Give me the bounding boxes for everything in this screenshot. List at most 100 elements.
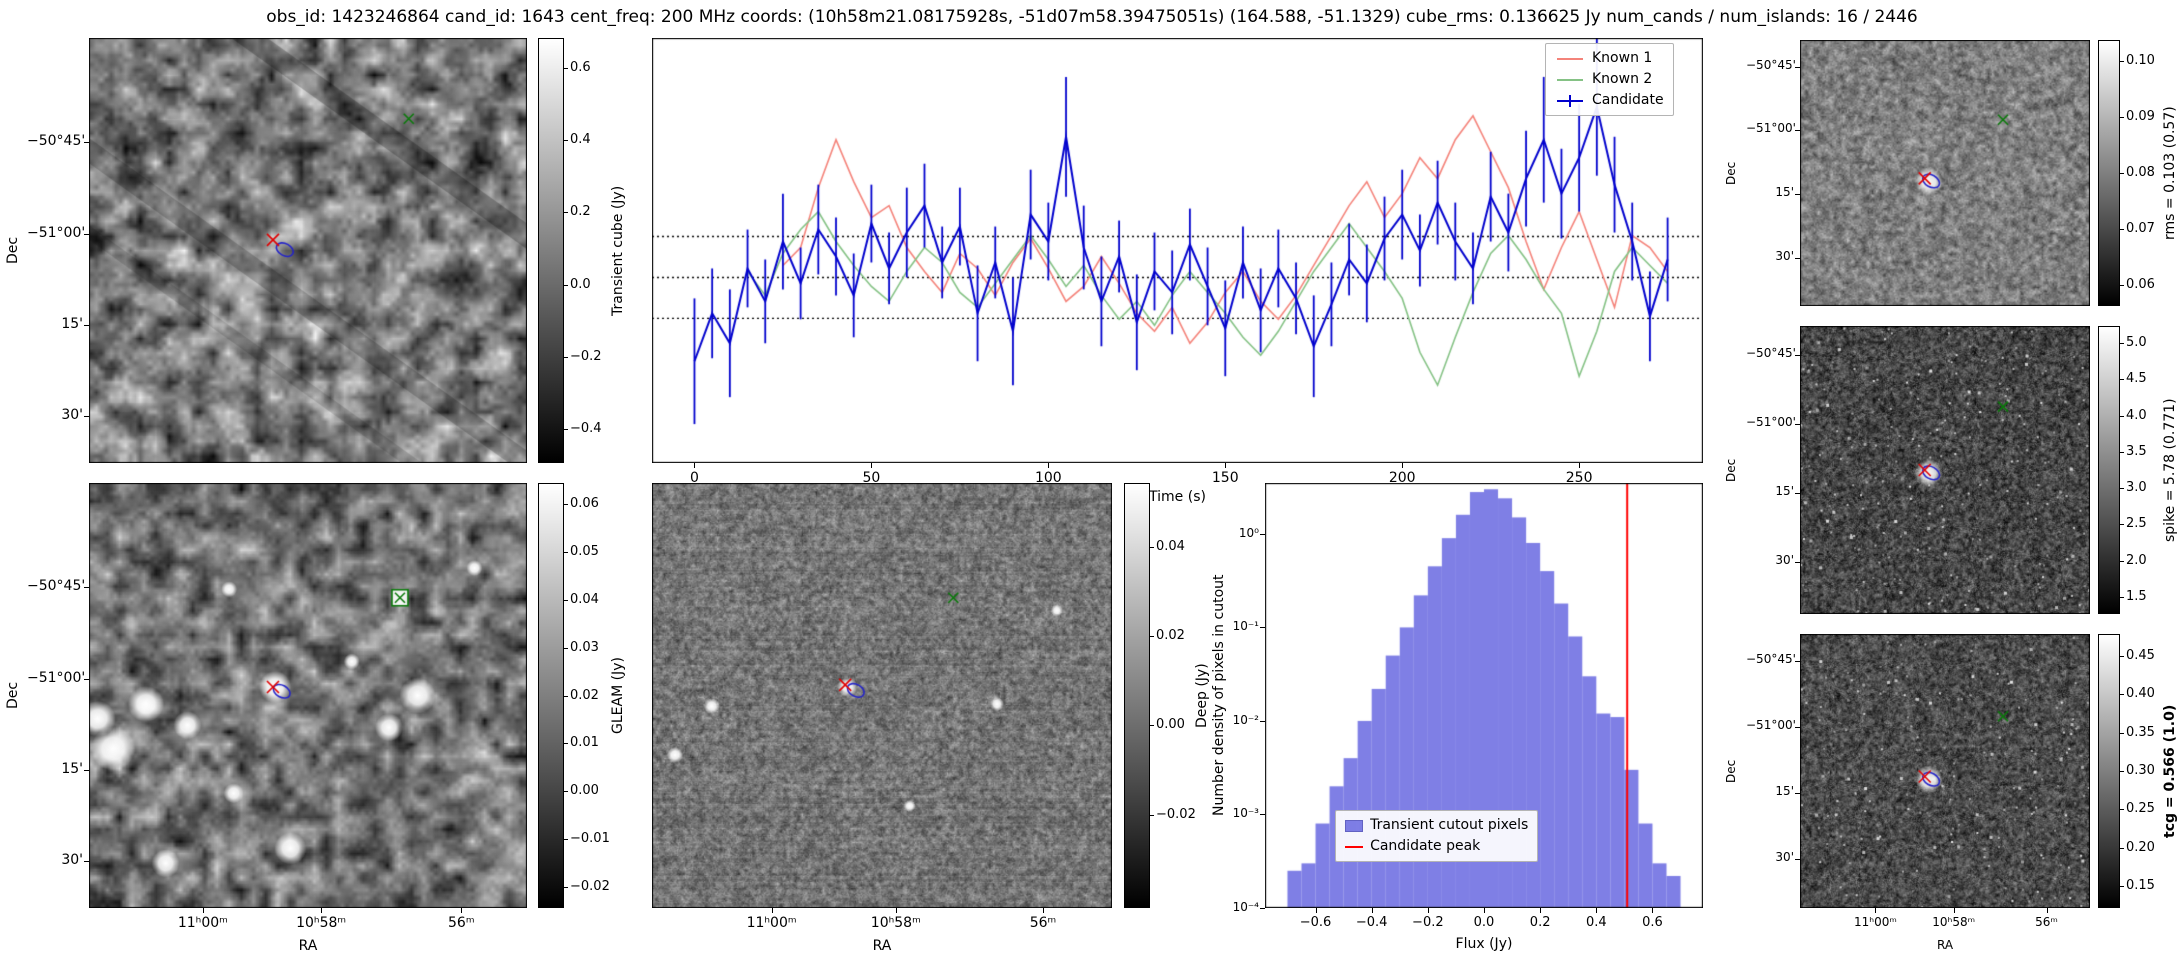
flux-density-tick-label: 10⁰: [1238, 525, 1259, 540]
transient-image: [89, 38, 527, 463]
colorbar-tick-mark: [564, 212, 568, 214]
time-tick-label: 50: [862, 470, 881, 486]
colorbar-tick-label: 0.45: [2126, 647, 2155, 663]
colorbar-tick-mark: [1150, 546, 1154, 548]
colorbar-tick-label: 0.07: [2126, 220, 2155, 236]
ra-tick-label: 10ʰ58ᵐ: [1932, 915, 1976, 929]
rms-colorbar-label: rms = 0.103 (0.57): [2162, 106, 2178, 240]
rms-colorbar: [2098, 40, 2120, 306]
colorbar-tick-mark: [564, 552, 568, 554]
colorbar-tick-mark: [2120, 173, 2124, 174]
dec-tick-label: 15': [1775, 783, 1794, 798]
colorbar-tick-mark: [2120, 847, 2124, 849]
flux-tick-mark: [1652, 908, 1654, 913]
time-tick-mark: [1579, 463, 1581, 468]
colorbar-tick-label: −0.02: [570, 878, 610, 894]
colorbar-tick-mark: [2120, 732, 2124, 734]
colorbar-tick-mark: [564, 599, 568, 601]
colorbar-tick-mark: [564, 356, 568, 358]
dec-tick-mark: [1795, 727, 1800, 729]
colorbar-tick-label: 0.15: [2126, 878, 2155, 894]
ra-tick-mark: [771, 908, 773, 913]
colorbar-tick-label: 0.0: [570, 276, 591, 292]
colorbar-tick-label: −0.2: [570, 348, 602, 364]
colorbar-tick-label: 0.40: [2126, 686, 2155, 702]
flux-density-tick-label: 10⁻¹: [1232, 619, 1259, 634]
colorbar-tick-label: 0.2: [570, 204, 591, 220]
colorbar-tick-label: 2.0: [2126, 552, 2147, 568]
gleam-colorbar-label: GLEAM (Jy): [610, 657, 626, 734]
colorbar-tick-mark: [2120, 655, 2124, 657]
flux-tick-label: 0.2: [1529, 915, 1551, 930]
colorbar-tick-mark: [564, 284, 568, 286]
dec-tick-mark: [84, 861, 89, 863]
dec-tick-mark: [1795, 661, 1800, 663]
dec-tick-label: −51°00': [1746, 121, 1796, 136]
colorbar-tick-mark: [1150, 725, 1154, 727]
flux-tick-mark: [1315, 908, 1317, 913]
legend-entry-label: Candidate peak: [1370, 838, 1481, 855]
histogram-y-axis-label: Number density of pixels in cutout: [1211, 574, 1227, 817]
dec-tick-label: 15': [61, 760, 83, 777]
colorbar-tick-mark: [564, 504, 568, 506]
flux-density-tick-label: 10⁻⁴: [1232, 900, 1259, 914]
flux-tick-label: −0.2: [1412, 915, 1444, 930]
colorbar-tick-mark: [2120, 886, 2124, 888]
ra-tick-label: 10ʰ58ᵐ: [870, 915, 921, 931]
colorbar-tick-label: 0.4: [570, 132, 591, 147]
colorbar-tick-mark: [564, 838, 568, 840]
dec-tick-mark: [84, 678, 89, 680]
time-axis-label: Time (s): [1149, 489, 1206, 505]
dec-axis-label: Dec: [5, 236, 21, 265]
colorbar-tick-mark: [564, 695, 568, 697]
dec-tick-label: 15': [1775, 185, 1794, 200]
ra-tick-mark: [2046, 908, 2048, 913]
flux-tick-label: −0.4: [1355, 915, 1388, 930]
legend-entry: Known 1: [1555, 48, 1664, 69]
colorbar-tick-label: 4.0: [2126, 407, 2147, 423]
colorbar-tick-label: 0.09: [2126, 109, 2155, 125]
ra-tick-mark: [1043, 908, 1044, 913]
colorbar-tick-label: 3.0: [2126, 480, 2147, 496]
dec-tick-mark: [1795, 858, 1800, 860]
colorbar-tick-mark: [564, 67, 568, 69]
tcg-image: [1800, 634, 2090, 908]
colorbar-tick-label: 0.03: [570, 639, 599, 655]
dec-tick-mark: [1795, 354, 1800, 356]
colorbar-tick-label: 4.5: [2126, 371, 2147, 387]
lightcurve-legend: Known 1 Known 2 Candidate: [1545, 43, 1674, 116]
legend-entry: Candidate peak: [1345, 836, 1528, 857]
flux-density-tick-mark: [1260, 814, 1265, 816]
flux-tick-mark: [1484, 908, 1485, 913]
dec-tick-label: −51°00': [27, 669, 86, 686]
lightcurve-plot: [652, 38, 1703, 463]
dec-tick-mark: [1795, 258, 1800, 260]
ra-tick-mark: [461, 908, 463, 913]
dec-tick-label: 15': [61, 315, 83, 332]
dec-tick-mark: [1795, 130, 1800, 132]
colorbar-tick-label: 0.06: [570, 496, 599, 512]
tcg-colorbar-label: tcg = 0.566 (1.0): [2162, 704, 2178, 838]
colorbar-tick-mark: [564, 886, 568, 888]
legend-entry: Candidate: [1555, 90, 1664, 111]
colorbar-tick-label: 0.6: [570, 59, 591, 75]
transient-colorbar-label: Transient cube (Jy): [610, 185, 626, 316]
colorbar-tick-mark: [1150, 814, 1154, 816]
dec-tick-label: 30': [1775, 249, 1794, 264]
colorbar-tick-label: 0.04: [1156, 538, 1185, 554]
dec-tick-label: −50°45': [1746, 57, 1796, 72]
colorbar-tick-label: 0.05: [570, 544, 599, 560]
flux-tick-mark: [1427, 908, 1429, 913]
time-tick-mark: [1225, 463, 1227, 468]
time-tick-mark: [694, 463, 696, 468]
dec-tick-label: −50°45': [27, 578, 86, 595]
dec-tick-mark: [84, 142, 89, 144]
dec-tick-label: 30': [1775, 849, 1794, 864]
flux-tick-mark: [1371, 908, 1373, 913]
colorbar-tick-label: 0.25: [2126, 801, 2155, 817]
time-tick-label: 150: [1211, 470, 1239, 486]
flux-density-tick-mark: [1260, 627, 1265, 629]
dec-tick-label: −51°00': [27, 224, 86, 241]
flux-density-tick-mark: [1260, 908, 1265, 909]
spike-image: [1800, 326, 2090, 614]
